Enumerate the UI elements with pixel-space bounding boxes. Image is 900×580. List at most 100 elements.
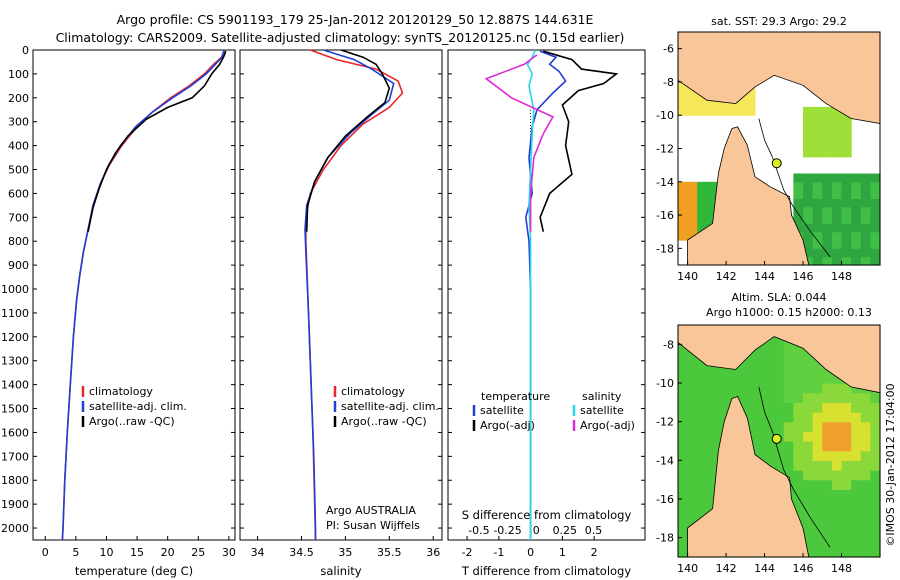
map-cell	[822, 198, 833, 208]
map-cell	[851, 528, 862, 539]
y-tick-label: 800	[8, 235, 29, 248]
map-cell	[678, 441, 689, 452]
y-tick-label: 1600	[1, 426, 29, 439]
map-cell	[697, 206, 708, 216]
map-cell	[851, 489, 862, 500]
map-cell	[687, 441, 698, 452]
map-cell	[822, 190, 833, 199]
y-tick-label: -16	[656, 209, 674, 222]
map-cell	[812, 206, 823, 216]
map-cell	[697, 373, 708, 384]
map-cell	[678, 499, 689, 510]
map-cell	[716, 402, 727, 413]
map-cell	[706, 181, 718, 191]
map-cell	[793, 489, 804, 500]
map-cell	[726, 373, 737, 384]
annotation-line: Argo AUSTRALIA	[326, 504, 416, 517]
map-cell	[841, 479, 852, 490]
map-cell	[716, 98, 727, 108]
map-cell	[803, 363, 814, 374]
plot-frame	[239, 49, 443, 541]
map-cell	[812, 499, 823, 510]
map-frame	[677, 324, 881, 558]
map-cell	[793, 354, 804, 365]
map-cell	[860, 206, 871, 216]
map-cell	[803, 518, 814, 529]
map-cell	[678, 470, 689, 481]
map-cell	[803, 421, 814, 432]
map-cell	[851, 518, 862, 529]
map-cell	[706, 373, 718, 384]
map-cell	[706, 215, 718, 224]
map-cell	[841, 383, 852, 394]
map-cell	[774, 344, 785, 355]
map-cell	[870, 479, 881, 490]
map-cell	[697, 470, 708, 481]
x-tick-label: 140	[677, 562, 698, 575]
map-cell	[783, 421, 794, 432]
map-cell	[803, 248, 814, 258]
map-cell	[870, 421, 881, 432]
map-cell	[870, 240, 881, 249]
map-cell	[841, 231, 852, 241]
map-cell	[822, 215, 833, 224]
map-cell	[678, 215, 689, 224]
map-cell	[841, 206, 852, 216]
map-cell	[831, 181, 843, 191]
map-cell	[831, 106, 843, 116]
map-cell	[755, 431, 766, 442]
y-tick-label: 1000	[1, 283, 29, 296]
map-cell	[755, 383, 766, 394]
map-cell	[745, 98, 756, 108]
map-cell	[851, 248, 862, 258]
map-cell	[697, 106, 708, 116]
x-tick-label: 2	[591, 546, 598, 559]
map-cell	[706, 98, 718, 108]
map-cell	[697, 421, 708, 432]
map-cell	[870, 528, 881, 539]
map-cell	[812, 470, 823, 481]
map-cell	[793, 450, 804, 461]
map-cell	[793, 173, 804, 183]
map-cell	[851, 431, 862, 442]
x-tick-label: 15	[130, 546, 144, 559]
map-cell	[860, 518, 871, 529]
map-cell	[803, 131, 814, 141]
x-tick-label: -2	[462, 546, 473, 559]
map-cell	[783, 383, 794, 394]
map-cell	[851, 412, 862, 423]
map-cell	[678, 81, 689, 91]
map-cell	[706, 460, 718, 471]
map-cell	[764, 421, 775, 432]
map-cell	[831, 215, 843, 224]
profile-panels: 0100200300400500600700800900100011001200…	[1, 44, 646, 578]
map-cell	[841, 248, 852, 258]
map-cell	[860, 198, 871, 208]
map-cell	[793, 470, 804, 481]
map-cell	[678, 450, 689, 461]
map-cell	[822, 223, 833, 233]
map-cell	[841, 131, 852, 141]
map-cell	[764, 441, 775, 452]
map-cell	[831, 223, 843, 233]
map-cell	[803, 479, 814, 490]
map-cell	[706, 206, 718, 216]
map-cell	[860, 450, 871, 461]
map-cell	[831, 115, 843, 125]
map-cell	[735, 98, 746, 108]
y-tick-label: -12	[656, 143, 674, 156]
map-cell	[822, 123, 833, 133]
map-cell	[793, 215, 804, 224]
map-cell	[697, 431, 708, 442]
map-cell	[803, 215, 814, 224]
map-cell	[822, 392, 833, 403]
x-tick-label: 142	[716, 562, 737, 575]
map-cell	[851, 206, 862, 216]
map-cell	[755, 363, 766, 374]
map-cell	[793, 190, 804, 199]
map-cell	[764, 392, 775, 403]
map-cell	[812, 248, 823, 258]
map-cell	[687, 431, 698, 442]
map-cell	[697, 383, 708, 394]
map-cell	[783, 450, 794, 461]
